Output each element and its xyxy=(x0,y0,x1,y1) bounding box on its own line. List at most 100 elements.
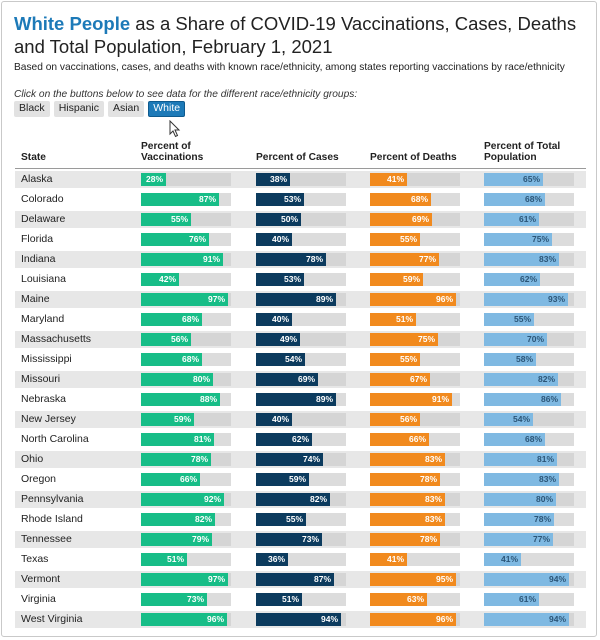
cases-track: 62% xyxy=(256,433,346,446)
deaths-value-label: 56% xyxy=(399,414,417,424)
vaccinations-track: 42% xyxy=(141,273,231,286)
vaccinations-track: 92% xyxy=(141,493,231,506)
state-label: Delaware xyxy=(21,213,66,225)
deaths-bar xyxy=(370,513,445,526)
population-track: 65% xyxy=(484,173,574,186)
deaths-track: 63% xyxy=(370,593,460,606)
deaths-bar xyxy=(370,573,456,586)
cases-bar xyxy=(256,313,292,326)
cases-track: 38% xyxy=(256,173,346,186)
hispanic-button[interactable]: Hispanic xyxy=(53,101,104,117)
table-row: Nebraska 88% 89% 91% 86% xyxy=(15,391,586,408)
deaths-track: 91% xyxy=(370,393,460,406)
vaccinations-value-label: 56% xyxy=(170,334,188,344)
population-bar xyxy=(484,213,539,226)
population-value-label: 65% xyxy=(522,174,540,184)
population-value-label: 61% xyxy=(518,594,536,604)
deaths-track: 68% xyxy=(370,193,460,206)
vaccinations-bar xyxy=(141,613,227,626)
population-value-label: 77% xyxy=(532,534,550,544)
cases-track: 54% xyxy=(256,353,346,366)
asian-button[interactable]: Asian xyxy=(107,101,145,117)
vaccinations-bar xyxy=(141,213,191,226)
deaths-track: 51% xyxy=(370,313,460,326)
deaths-track: 78% xyxy=(370,473,460,486)
header-vaccinations: Percent of Vaccinations xyxy=(141,141,204,163)
population-track: 54% xyxy=(484,413,574,426)
title-rest: as a Share of COVID-19 Vaccinations, Cas… xyxy=(14,13,577,57)
cases-value-label: 69% xyxy=(297,374,315,384)
state-label: Virginia xyxy=(21,593,56,605)
vaccinations-value-label: 76% xyxy=(188,234,206,244)
vaccinations-track: 88% xyxy=(141,393,231,406)
population-value-label: 62% xyxy=(519,274,537,284)
deaths-track: 83% xyxy=(370,453,460,466)
white-button[interactable]: White xyxy=(148,101,186,117)
table-row: Louisiana 42% 53% 59% 62% xyxy=(15,271,586,288)
vaccinations-value-label: 80% xyxy=(192,374,210,384)
deaths-track: 77% xyxy=(370,253,460,266)
deaths-value-label: 78% xyxy=(419,474,437,484)
cases-value-label: 59% xyxy=(288,474,306,484)
cases-value-label: 49% xyxy=(279,334,297,344)
deaths-bar xyxy=(370,613,456,626)
deaths-bar xyxy=(370,233,420,246)
state-label: Missouri xyxy=(21,373,61,385)
population-track: 80% xyxy=(484,493,574,506)
state-label: Alaska xyxy=(21,173,53,185)
cases-bar xyxy=(256,393,336,406)
deaths-track: 41% xyxy=(370,173,460,186)
state-label: Louisiana xyxy=(21,273,66,285)
population-track: 82% xyxy=(484,373,574,386)
cases-bar xyxy=(256,173,290,186)
population-track: 78% xyxy=(484,513,574,526)
vaccinations-value-label: 81% xyxy=(193,434,211,444)
black-button[interactable]: Black xyxy=(14,101,50,117)
state-label: Rhode Island xyxy=(21,513,83,525)
population-value-label: 75% xyxy=(531,234,549,244)
table-row: North Carolina 81% 62% 66% 68% xyxy=(15,431,586,448)
table-row: Florida 76% 40% 55% 75% xyxy=(15,231,586,248)
title-highlight: White People xyxy=(14,13,131,34)
cases-bar xyxy=(256,293,336,306)
vaccinations-track: 91% xyxy=(141,253,231,266)
population-value-label: 78% xyxy=(533,514,551,524)
vaccinations-track: 79% xyxy=(141,533,231,546)
vaccinations-value-label: 79% xyxy=(191,534,209,544)
cases-track: 74% xyxy=(256,453,346,466)
cases-track: 89% xyxy=(256,393,346,406)
population-bar xyxy=(484,513,554,526)
vaccinations-track: 81% xyxy=(141,433,231,446)
deaths-value-label: 83% xyxy=(424,514,442,524)
vaccinations-track: 87% xyxy=(141,193,231,206)
population-track: 61% xyxy=(484,593,574,606)
population-bar xyxy=(484,613,569,626)
vaccinations-value-label: 96% xyxy=(206,614,224,624)
vaccinations-track: 73% xyxy=(141,593,231,606)
table-row: New Jersey 59% 40% 56% 54% xyxy=(15,411,586,428)
state-label: Indiana xyxy=(21,253,56,265)
vaccinations-bar xyxy=(141,333,191,346)
vaccinations-track: 80% xyxy=(141,373,231,386)
population-value-label: 70% xyxy=(526,334,544,344)
state-label: Pennsylvania xyxy=(21,493,84,505)
cases-bar xyxy=(256,333,300,346)
cases-bar xyxy=(256,593,302,606)
vaccinations-track: 55% xyxy=(141,213,231,226)
deaths-value-label: 41% xyxy=(386,554,404,564)
cases-bar xyxy=(256,233,292,246)
cases-value-label: 55% xyxy=(285,514,303,524)
cases-value-label: 89% xyxy=(315,294,333,304)
cases-track: 53% xyxy=(256,193,346,206)
population-bar xyxy=(484,393,561,406)
cases-track: 89% xyxy=(256,293,346,306)
cases-value-label: 51% xyxy=(281,594,299,604)
deaths-track: 83% xyxy=(370,493,460,506)
deaths-value-label: 66% xyxy=(408,434,426,444)
deaths-value-label: 41% xyxy=(386,174,404,184)
header-population: Percent of Total Population xyxy=(484,141,561,163)
vaccinations-bar xyxy=(141,393,220,406)
population-value-label: 54% xyxy=(512,414,530,424)
vaccinations-bar xyxy=(141,353,202,366)
